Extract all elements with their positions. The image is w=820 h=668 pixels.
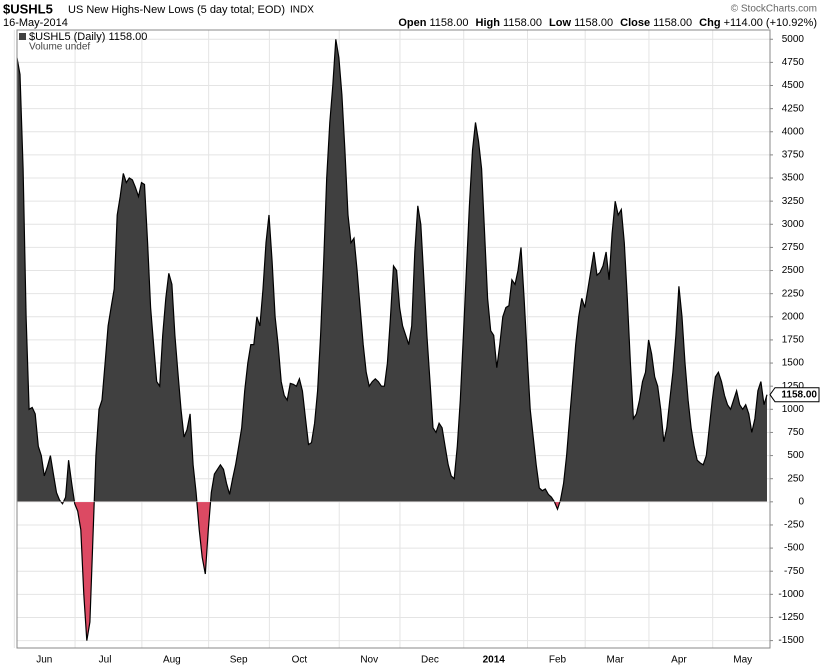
quote-label: Low <box>549 17 571 29</box>
y-tick-label: 2250 <box>782 288 805 299</box>
y-tick-label: 5000 <box>782 34 805 45</box>
legend-entry: Volume undef <box>29 42 90 53</box>
symbol: $USHL5 <box>3 1 53 16</box>
quote-label: High <box>476 17 501 29</box>
y-tick-label: 3500 <box>782 173 805 184</box>
x-tick-label: Dec <box>421 655 439 666</box>
legend-swatch <box>19 33 26 40</box>
line <box>16 39 768 641</box>
y-tick-label: 3000 <box>782 219 805 230</box>
x-tick-label: Oct <box>292 655 308 666</box>
y-tick-label: 500 <box>787 450 804 461</box>
y-tick-label: -1250 <box>778 612 804 623</box>
quote-label: Close <box>620 17 650 29</box>
y-tick-label: 4750 <box>782 57 805 68</box>
y-tick-label: -750 <box>784 566 804 577</box>
y-tick-label: 1250 <box>782 381 805 392</box>
y-tick-label: 0 <box>798 496 804 507</box>
date: 16-May-2014 <box>3 17 68 29</box>
y-tick-label: 1750 <box>782 335 805 346</box>
y-tick-label: 3750 <box>782 150 805 161</box>
y-tick-label: 4500 <box>782 80 805 91</box>
x-tick-label: Feb <box>549 655 567 666</box>
y-tick-label: 250 <box>787 473 804 484</box>
x-tick-label: Aug <box>163 655 181 666</box>
x-tick-label: Mar <box>607 655 625 666</box>
change-value: +114.00 (+10.92%) <box>724 17 817 29</box>
area-positive <box>17 39 767 502</box>
x-tick-label: Nov <box>360 655 378 666</box>
y-tick-label: 2750 <box>782 242 805 253</box>
x-tick-label: Apr <box>671 655 687 666</box>
x-tick-label: Sep <box>230 655 248 666</box>
y-tick-label: -250 <box>784 520 804 531</box>
y-tick-label: 1500 <box>782 358 805 369</box>
y-tick-label: -1000 <box>778 589 804 600</box>
quote-value: 1158.00 <box>574 17 613 29</box>
legend-entry: $USHL5 (Daily) 1158.00 <box>29 31 147 43</box>
source: © StockCharts.com <box>731 4 817 15</box>
quote: Open 1158.00 High 1158.00 Low 1158.00 Cl… <box>398 17 817 29</box>
y-tick-label: 3250 <box>782 196 805 207</box>
x-tick-label: Jul <box>99 655 112 666</box>
quote-value: 1158.00 <box>653 17 692 29</box>
last-value-box <box>769 387 820 403</box>
y-tick-label: -500 <box>784 543 804 554</box>
x-tick-label: Jun <box>36 655 52 666</box>
y-tick-label: 4000 <box>782 126 805 137</box>
quote-value: 1158.00 <box>503 17 542 29</box>
exchange: INDX <box>290 5 314 16</box>
quote-value: 1158.00 <box>430 17 469 29</box>
y-tick-label: 1000 <box>782 404 805 415</box>
change-label: Chg <box>699 17 720 29</box>
subtitle: US New Highs-New Lows (5 day total; EOD) <box>68 4 285 16</box>
y-tick-label: 4250 <box>782 103 805 114</box>
x-tick-label: May <box>733 655 752 666</box>
last-value-label: 1158.00 <box>781 389 817 400</box>
y-tick-label: 2000 <box>782 311 805 322</box>
y-tick-label: 750 <box>787 427 804 438</box>
y-tick-label: -1500 <box>778 635 804 646</box>
quote-label: Open <box>398 17 426 29</box>
plot-frame <box>16 29 771 649</box>
x-tick-label: 2014 <box>483 655 506 666</box>
plot <box>13 30 770 648</box>
y-tick-label: 2500 <box>782 265 805 276</box>
